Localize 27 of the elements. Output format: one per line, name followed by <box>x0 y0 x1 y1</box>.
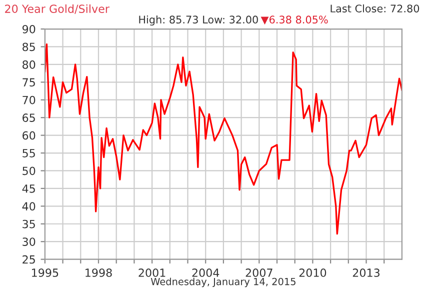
y-tick-label: 85 <box>22 42 35 52</box>
x-tick-label: 1998 <box>86 268 112 277</box>
text: High: 85.73 Low: 32.00 <box>139 15 258 26</box>
y-tick-label: 70 <box>22 96 36 104</box>
y-tick-label: 65 <box>22 114 35 122</box>
chart-title: 20 Year Gold/Silver <box>5 4 110 14</box>
y-tick-label: 50 <box>22 166 36 176</box>
line-series <box>44 43 402 235</box>
x-axis-title: Wednesday, January 14, 2015 <box>150 278 296 288</box>
y-tick-label: 75 <box>22 78 35 87</box>
x-tick-label: 2010 <box>299 268 326 277</box>
text: ▼6.38 8.05% <box>260 16 328 25</box>
y-tick-label: 55 <box>22 149 35 158</box>
text: Last Close: 72.80 <box>330 4 420 12</box>
y-tick-label: 35 <box>22 220 35 228</box>
y-tick-label: 60 <box>22 131 36 140</box>
x-tick-label: 1995 <box>32 268 58 277</box>
x-tick-label: 2007 <box>246 268 272 277</box>
y-tick-label: 90 <box>22 24 36 34</box>
x-tick-label: 2001 <box>138 268 166 277</box>
y-tick-label: 40 <box>22 202 36 211</box>
x-tick-label: 2013 <box>352 268 380 277</box>
y-tick-label: 80 <box>22 60 36 69</box>
x-tick-label: 2004 <box>192 268 220 277</box>
y-tick-label: 30 <box>22 238 36 246</box>
y-tick-label: 25 <box>22 255 35 264</box>
y-tick-label: 45 <box>22 184 35 193</box>
